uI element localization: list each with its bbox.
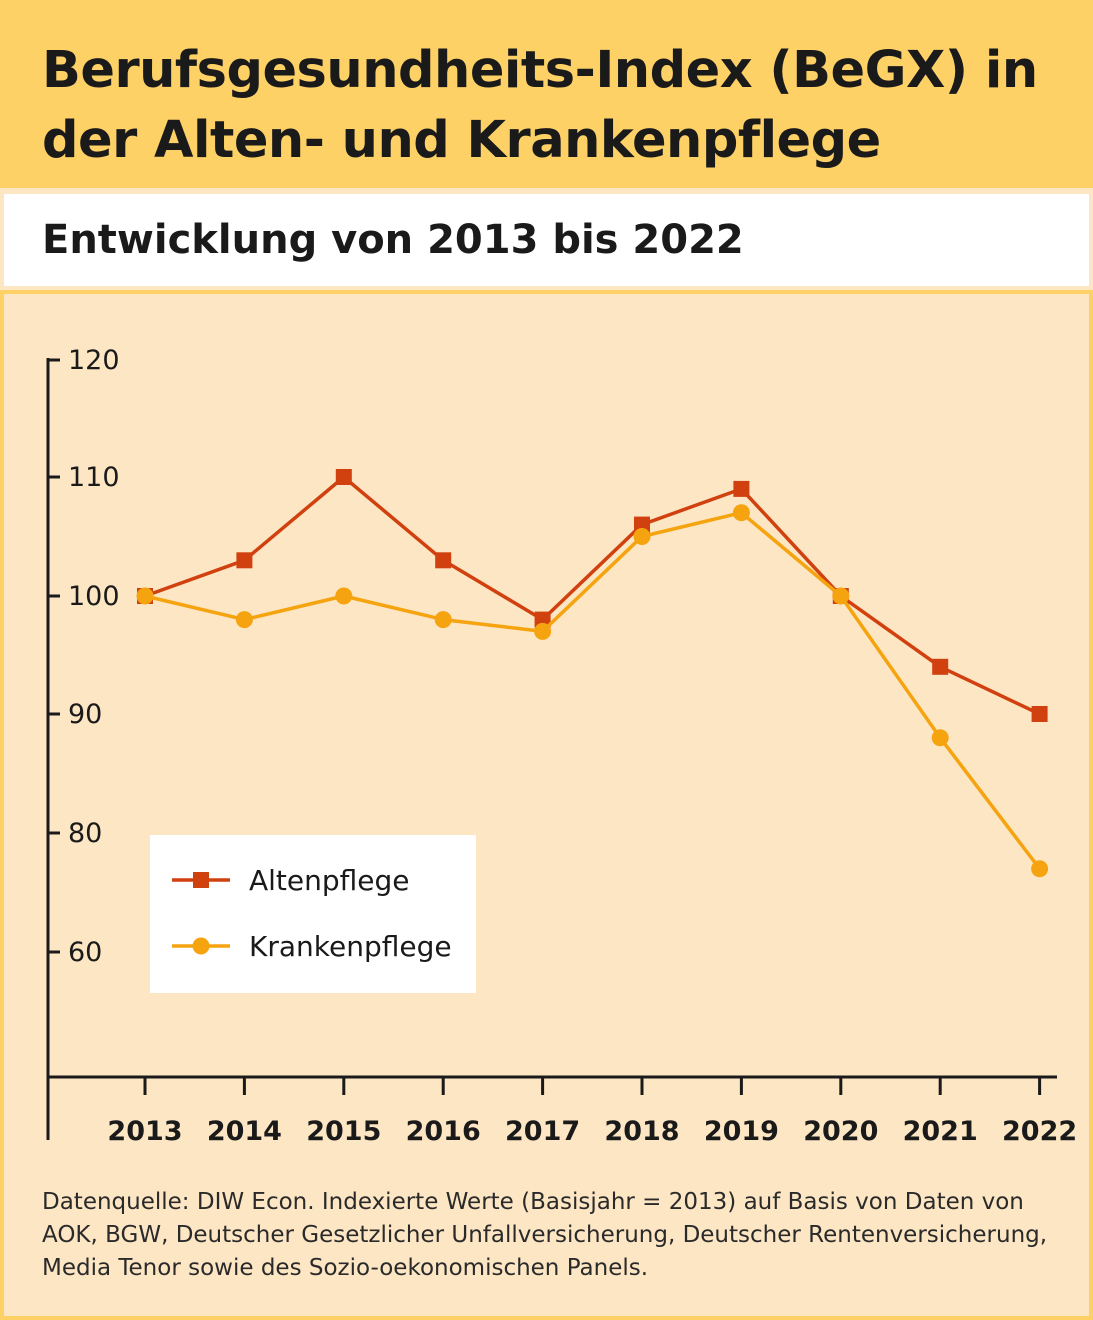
divider: [0, 290, 1093, 294]
data-point-krankenpflege: [1031, 860, 1049, 878]
data-point-altenpflege: [1031, 706, 1048, 722]
data-point-altenpflege: [634, 516, 650, 533]
data-point-altenpflege: [534, 611, 551, 628]
series-line-altenpflege: [144, 475, 1041, 716]
chart-subtitle: Entwicklung von 2013 bis 2022: [42, 217, 744, 263]
data-point-krankenpflege: [931, 729, 949, 747]
source-note: Datenquelle: DIW Econ. Indexierte Werte …: [42, 1189, 1048, 1281]
y-tick-label: 110: [68, 462, 120, 493]
legend-label: Krankenpflege: [249, 930, 452, 963]
frame-bottom: [0, 1316, 1093, 1320]
x-tick-label: 2018: [604, 1116, 679, 1147]
data-point-altenpflege: [435, 552, 452, 569]
x-tick-label: 2017: [505, 1116, 580, 1147]
series-line-krankenpflege: [144, 510, 1041, 870]
x-tick-label: 2015: [306, 1116, 381, 1147]
y-tick-label: 80: [68, 818, 102, 849]
x-tick-label: 2016: [406, 1116, 481, 1147]
data-point-altenpflege: [236, 552, 253, 569]
data-point-krankenpflege: [534, 622, 552, 640]
y-tick-label: 120: [68, 345, 120, 376]
y-tick-label: 60: [68, 937, 102, 968]
frame-right: [1089, 290, 1093, 1320]
legend-marker-square: [193, 872, 209, 888]
y-tick-label: 100: [68, 581, 120, 612]
y-tick-label: 90: [68, 699, 102, 730]
data-point-altenpflege: [335, 469, 352, 485]
x-tick-label: 2014: [207, 1116, 282, 1147]
data-point-krankenpflege: [832, 587, 850, 605]
data-point-krankenpflege: [335, 587, 353, 605]
legend-marker-circle: [192, 937, 210, 955]
x-tick-label: 2022: [1002, 1116, 1077, 1147]
x-tick-label: 2013: [107, 1116, 182, 1147]
legend-label: Altenpflege: [249, 864, 410, 897]
x-tick-label: 2021: [903, 1116, 978, 1147]
header-banner: Berufsgesundheits-Index (BeGX) in der Al…: [0, 0, 1093, 188]
frame-left: [0, 290, 4, 1320]
data-point-krankenpflege: [136, 587, 154, 605]
data-point-altenpflege: [733, 480, 750, 497]
data-point-krankenpflege: [633, 528, 651, 545]
x-tick-label: 2019: [704, 1116, 779, 1147]
subtitle-bar: Entwicklung von 2013 bis 2022: [4, 194, 1089, 286]
data-point-krankenpflege: [235, 611, 253, 629]
data-point-altenpflege: [932, 658, 949, 675]
x-tick-label: 2020: [803, 1116, 878, 1147]
data-point-krankenpflege: [434, 611, 452, 629]
chart-title: Berufsgesundheits-Index (BeGX) in der Al…: [42, 41, 1038, 170]
legend-box: [150, 835, 476, 993]
data-point-krankenpflege: [732, 504, 750, 522]
